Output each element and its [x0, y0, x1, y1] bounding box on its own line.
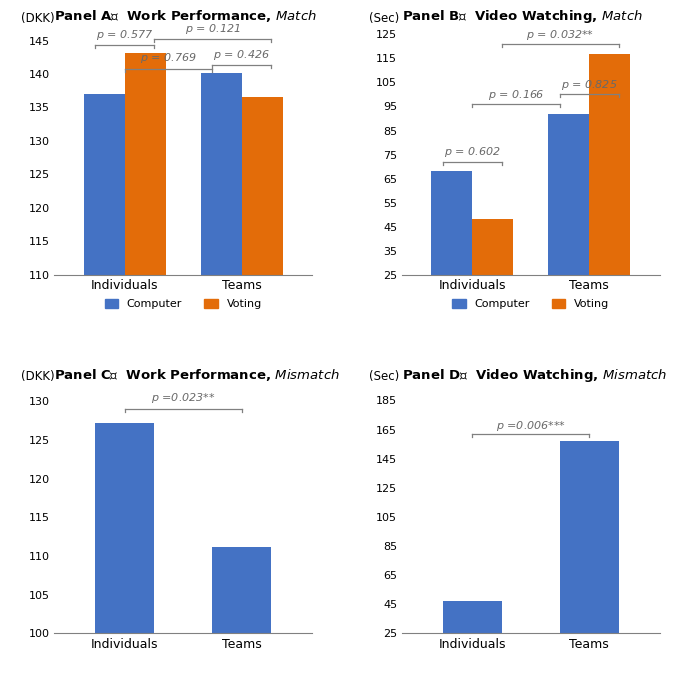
Text: (Sec): (Sec): [369, 12, 399, 25]
Text: $p$ = 0.602: $p$ = 0.602: [444, 145, 500, 159]
Text: $p$ =0.006***: $p$ =0.006***: [496, 419, 566, 432]
Text: $p$ =0.023**: $p$ =0.023**: [151, 392, 216, 405]
Bar: [590, 54, 630, 274]
Bar: [212, 547, 271, 633]
Text: $p$ = 0.769: $p$ = 0.769: [140, 51, 197, 65]
Text: $p$ = 0.166: $p$ = 0.166: [488, 88, 545, 101]
Bar: [431, 172, 473, 274]
Bar: [241, 97, 283, 274]
Text: $p$ = 0.426: $p$ = 0.426: [214, 48, 270, 62]
Text: (DKK): (DKK): [21, 12, 54, 25]
Bar: [84, 94, 124, 274]
Bar: [443, 601, 502, 633]
Text: Panel D：  Video Watching, $\it{Mismatch}$: Panel D： Video Watching, $\it{Mismatch}$: [402, 367, 668, 384]
Text: $p$ = 0.121: $p$ = 0.121: [184, 22, 240, 36]
Bar: [560, 441, 619, 633]
Text: (Sec): (Sec): [369, 370, 399, 383]
Bar: [473, 219, 513, 274]
Text: Panel C：  Work Performance, $\it{Mismatch}$: Panel C： Work Performance, $\it{Mismatch…: [54, 367, 340, 383]
Bar: [124, 52, 166, 274]
Bar: [548, 114, 590, 274]
Text: $p$ = 0.032**: $p$ = 0.032**: [526, 28, 594, 42]
Text: $p$ = 0.577: $p$ = 0.577: [96, 28, 153, 42]
Text: $p$ = 0.825: $p$ = 0.825: [561, 78, 617, 92]
Bar: [95, 423, 154, 633]
Text: (DKK): (DKK): [21, 370, 54, 383]
Bar: [201, 73, 241, 274]
Legend: Computer, Voting: Computer, Voting: [100, 294, 267, 313]
Legend: Computer, Voting: Computer, Voting: [447, 294, 614, 313]
Text: Panel A：  Work Performance, $\it{Match}$: Panel A： Work Performance, $\it{Match}$: [54, 8, 318, 25]
Text: Panel B：  Video Watching, $\it{Match}$: Panel B： Video Watching, $\it{Match}$: [402, 8, 643, 25]
